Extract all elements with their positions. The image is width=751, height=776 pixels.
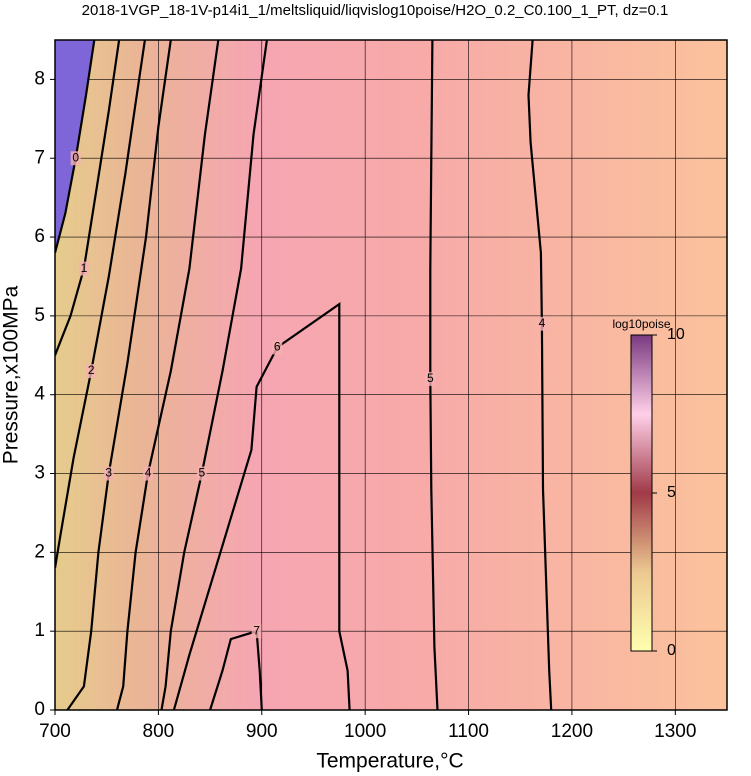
y-tick-label: 8 — [34, 68, 45, 89]
y-tick-label: 4 — [34, 384, 45, 405]
x-tick-label: 800 — [143, 721, 175, 742]
contour-label-bg — [196, 466, 207, 481]
y-tick-label: 1 — [34, 620, 45, 641]
contour-label-bg — [425, 371, 436, 386]
plot-background — [55, 40, 727, 710]
colorbar-label: log10poise — [612, 317, 670, 331]
contour-label: 5 — [198, 466, 205, 480]
contour-label: 1 — [81, 261, 88, 275]
x-tick-label: 900 — [246, 721, 278, 742]
y-tick-label: 7 — [34, 147, 45, 168]
contour-line — [55, 40, 146, 569]
y-tick-label: 2 — [34, 541, 45, 562]
x-tick-label: 700 — [39, 721, 71, 742]
contour-label: 5 — [427, 371, 434, 385]
contour-label: 3 — [105, 466, 112, 480]
x-tick-label: 1300 — [654, 721, 696, 742]
contour-label-bg — [78, 261, 89, 276]
contour-label-bg — [103, 466, 114, 481]
contour-label: 6 — [274, 340, 281, 354]
y-tick-label: 3 — [34, 463, 45, 484]
contour-label-bg — [272, 340, 283, 355]
contour-line — [209, 629, 263, 710]
contour-label: 7 — [253, 623, 260, 637]
contour-label: 4 — [539, 316, 546, 330]
colorbar-tick-label: 10 — [667, 326, 685, 343]
x-axis-label: Temperature,°C — [316, 750, 463, 773]
contour-label-bg — [70, 151, 81, 166]
low-region — [55, 40, 95, 253]
y-tick-label: 5 — [34, 305, 45, 326]
y-axis-label: Pressure,x100MPa — [0, 285, 23, 464]
contour-line — [527, 40, 553, 710]
x-tick-label: 1000 — [344, 721, 386, 742]
contour-label-bg — [86, 364, 97, 379]
contour-label: 4 — [145, 466, 152, 480]
plot-area: 0 1 2 3 4 5 6 7 5 4 — [55, 40, 727, 710]
x-tick-label: 1100 — [448, 721, 489, 742]
x-tick-label: 1200 — [551, 721, 593, 742]
contour-line — [55, 40, 121, 356]
colorbar-tick-label: 5 — [667, 484, 676, 501]
axes: 700 800 900 1000 1100 1200 1300012345678log10p… — [34, 39, 728, 742]
colorbar-tick-label: 0 — [667, 642, 676, 659]
chart-title: 2018-1VGP_18-1V-p14i1_1/meltsliquid/liqv… — [82, 2, 669, 19]
y-tick-label: 6 — [34, 226, 45, 247]
y-tick-label: 0 — [34, 699, 45, 720]
contour-label: 2 — [88, 363, 95, 377]
colorbar — [630, 334, 653, 652]
contour-label: 0 — [72, 150, 79, 164]
plot-frame — [54, 39, 728, 711]
contour-label-bg — [143, 466, 154, 481]
contour-label-bg — [536, 316, 547, 331]
contour-label-bg — [251, 624, 262, 639]
